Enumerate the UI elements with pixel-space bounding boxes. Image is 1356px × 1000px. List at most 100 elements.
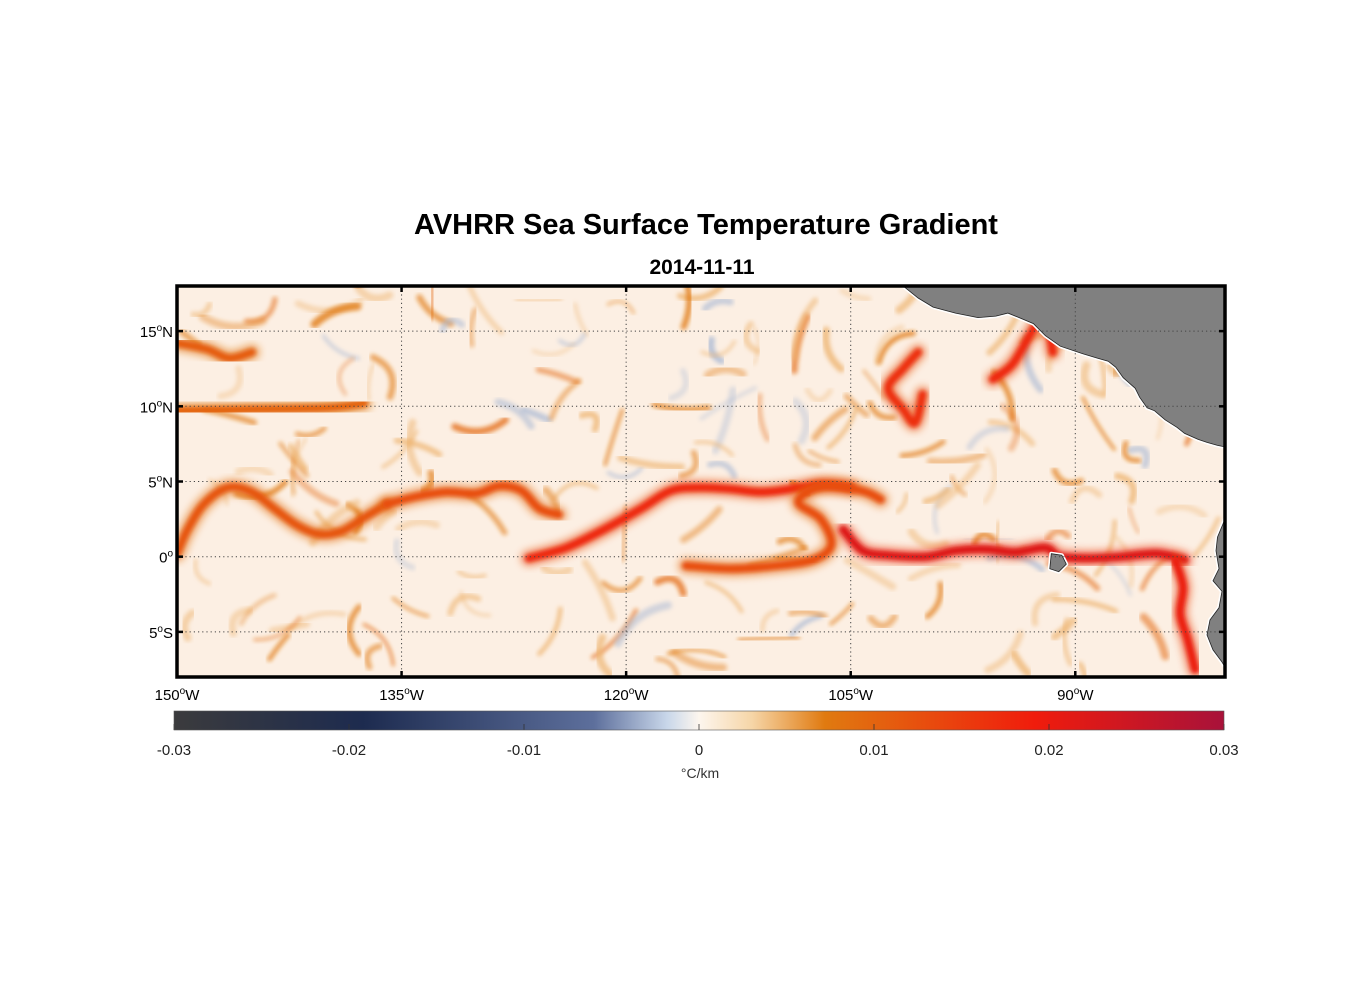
- colorbar-tick-label: -0.03: [157, 742, 191, 759]
- texture-filament: [704, 580, 744, 614]
- texture-filament: [822, 326, 845, 373]
- texture-filament: [217, 365, 243, 400]
- texture-filament: [895, 492, 909, 514]
- texture-filament: [520, 406, 552, 424]
- colorbar-tick-label: 0: [695, 742, 703, 759]
- texture-filament: [600, 576, 643, 593]
- texture-filament: [926, 451, 987, 466]
- texture-filament: [456, 569, 487, 579]
- land-masses: [901, 286, 1225, 677]
- lat-label: 0o: [159, 549, 173, 567]
- texture-filament: [391, 596, 430, 618]
- texture-filament: [614, 601, 672, 648]
- texture-filament: [707, 336, 726, 365]
- texture-filament: [655, 656, 680, 677]
- texture-filament: [467, 307, 479, 348]
- texture-filament: [362, 622, 395, 667]
- texture-filament: [867, 613, 898, 630]
- texture-filament: [198, 313, 267, 331]
- colorbar-tick-label: 0.02: [1034, 742, 1063, 759]
- colorbar-tick-label: 0.03: [1209, 742, 1238, 759]
- texture-filament: [653, 575, 687, 598]
- texture-filament: [606, 466, 644, 480]
- texture-filament: [1155, 503, 1208, 519]
- front-tehuantepec-eddy: [884, 348, 927, 428]
- texture-filament: [405, 418, 424, 477]
- texture-filament: [676, 286, 724, 302]
- longitude-labels: 150oW 135oW 120oW 105oW 90oW: [155, 686, 1095, 704]
- texture-filament: [934, 461, 982, 509]
- colorbar-frame: [173, 710, 1225, 731]
- texture-filament: [447, 593, 482, 617]
- texture-filament: [907, 562, 962, 582]
- texture-filament: [193, 558, 212, 586]
- texture-filament: [966, 425, 1010, 451]
- texture-filament: [290, 437, 308, 498]
- texture-filament: [535, 366, 580, 385]
- texture-filament: [581, 559, 616, 622]
- texture-filament: [876, 330, 916, 365]
- texture-filament: [678, 449, 699, 479]
- texture-filament: [1192, 516, 1221, 557]
- texture-filament: [337, 357, 355, 396]
- texture-filament: [310, 302, 362, 329]
- texture-filament: [874, 324, 905, 366]
- texture-filament: [1010, 650, 1032, 677]
- front-cold-tongue-loop: [682, 481, 885, 573]
- texture-filament: [791, 297, 819, 361]
- texture-filament: [839, 287, 872, 302]
- texture-filament: [924, 581, 944, 620]
- texture-filament: [843, 556, 897, 591]
- texture-filament: [294, 426, 327, 438]
- texture-filament: [549, 378, 582, 421]
- texture-filament: [984, 630, 1024, 674]
- lat-label: 10oN: [140, 398, 173, 416]
- texture-filament: [899, 439, 946, 459]
- texture-filament: [451, 416, 510, 435]
- texture-filament: [1044, 528, 1072, 542]
- colorbar-tick-label: -0.01: [507, 742, 541, 759]
- texture-filament: [606, 299, 636, 315]
- texture-filament: [253, 615, 302, 642]
- lon-label: 135oW: [379, 686, 425, 704]
- texture-filament: [752, 326, 761, 366]
- texture-filament: [811, 405, 849, 442]
- texture-filament: [288, 468, 340, 508]
- colorbar-bar: [174, 711, 1224, 730]
- texture-filament: [787, 608, 828, 620]
- colorbar-tick-label: -0.02: [332, 742, 366, 759]
- texture-filament: [792, 442, 822, 468]
- front-north-10N: [177, 399, 369, 415]
- colorbar-tick-label: 0.01: [859, 742, 888, 759]
- texture-filament: [1061, 617, 1073, 667]
- texture-filament: [573, 302, 589, 337]
- texture-filament: [514, 297, 563, 303]
- texture-filament: [1051, 467, 1085, 487]
- texture-filament: [372, 508, 398, 532]
- texture-filament: [180, 609, 196, 642]
- texture-filament: [1080, 361, 1106, 398]
- lat-label: 15oN: [140, 323, 173, 341]
- front-coastal-peru: [1171, 557, 1200, 674]
- land-outline-south-america: [1206, 518, 1225, 677]
- texture-filament: [595, 633, 614, 677]
- texture-filament: [651, 401, 712, 413]
- texture-filament: [701, 297, 734, 312]
- texture-filament: [578, 411, 600, 433]
- texture-filament: [756, 392, 771, 442]
- texture-filament: [1113, 472, 1137, 505]
- texture-filament: [826, 407, 858, 450]
- texture-filament: [234, 464, 274, 478]
- texture-filament: [776, 535, 808, 552]
- lon-label: 150oW: [155, 686, 201, 704]
- texture-filament: [700, 339, 737, 357]
- texture-filament: [907, 527, 950, 550]
- texture-filament: [742, 320, 761, 355]
- texture-filament: [228, 606, 253, 637]
- map-panel: [175, 284, 1227, 679]
- texture-filament: [1127, 506, 1140, 534]
- texture-filament: [843, 393, 870, 418]
- texture-filament: [1126, 445, 1150, 469]
- texture-filament: [494, 398, 535, 430]
